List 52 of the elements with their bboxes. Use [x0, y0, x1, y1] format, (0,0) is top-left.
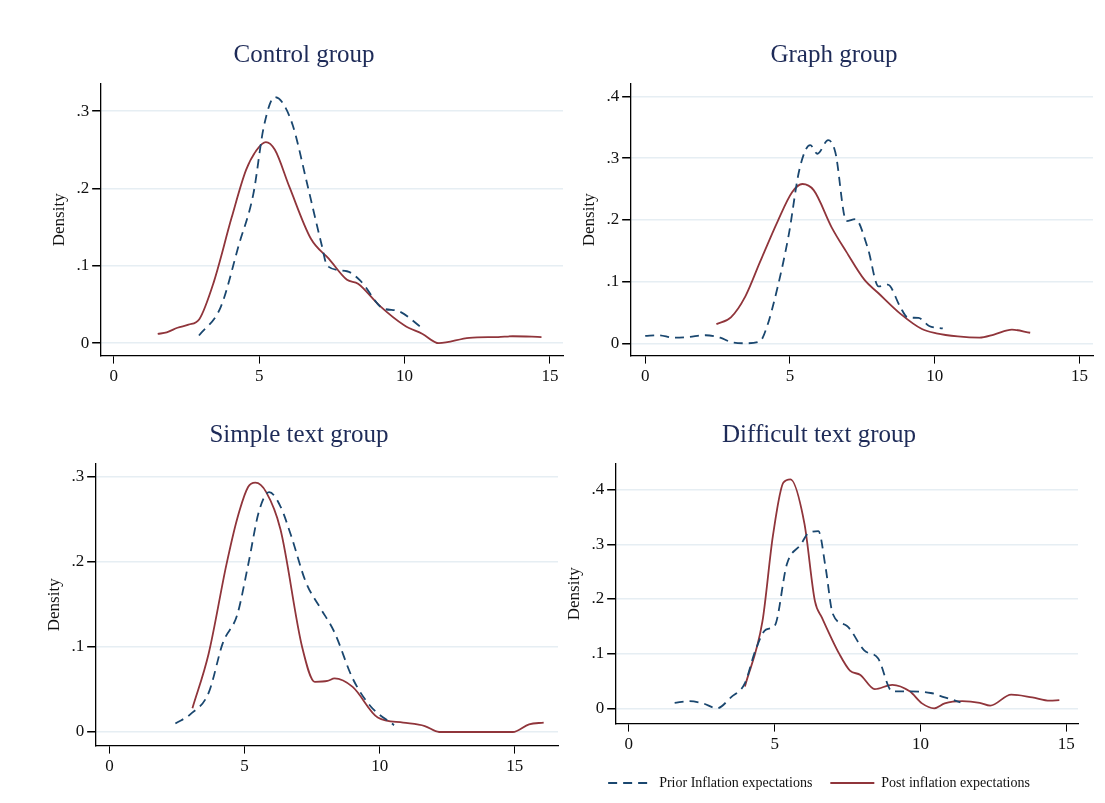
line-series	[191, 481, 545, 733]
y-tick-label: 0	[610, 332, 620, 352]
x-tick-label: 5	[254, 366, 264, 386]
line-series	[744, 478, 1061, 710]
y-tick-label: .3	[71, 466, 85, 486]
chart-title: Control group	[233, 39, 375, 67]
x-tick-label: 0	[105, 756, 114, 776]
y-tick-label: .1	[606, 271, 620, 290]
line-series	[644, 139, 944, 345]
y-tick-label: .3	[76, 100, 90, 120]
line-series	[174, 491, 395, 727]
y-tick-label: .2	[606, 209, 620, 229]
legend-label: Prior Inflation expectations	[659, 774, 813, 790]
chart-title: Simple text group	[209, 419, 389, 447]
line-series	[156, 141, 543, 345]
x-tick-label: 15	[1070, 366, 1088, 386]
y-tick-label: .2	[71, 551, 85, 571]
y-tick-label: .1	[591, 643, 605, 663]
x-tick-label: 0	[640, 366, 650, 386]
y-tick-label: 0	[75, 721, 85, 741]
y-tick-label: .1	[76, 255, 90, 275]
y-tick-label: .2	[76, 177, 90, 197]
x-tick-label: 15	[541, 366, 559, 386]
y-tick-label: 0	[80, 332, 90, 352]
y-axis-title: Density	[48, 192, 68, 247]
x-tick-label: 5	[240, 756, 249, 776]
x-tick-label: 15	[1057, 734, 1075, 754]
chart-title: Difficult text group	[722, 419, 916, 447]
line-series	[715, 183, 1032, 339]
line-series	[198, 96, 422, 337]
y-tick-label: .1	[71, 636, 85, 656]
y-tick-label: .4	[591, 479, 605, 499]
x-tick-label: 10	[926, 366, 944, 386]
y-axis-title: Density	[563, 566, 583, 621]
x-tick-label: 10	[912, 734, 930, 754]
y-tick-label: .4	[606, 85, 620, 105]
x-tick-label: 5	[770, 734, 779, 754]
y-axis-title: Density	[578, 192, 598, 247]
y-tick-label: 0	[595, 697, 605, 717]
x-tick-label: 0	[109, 366, 119, 386]
y-tick-label: .3	[591, 533, 605, 553]
x-tick-label: 15	[506, 756, 524, 776]
x-tick-label: 10	[396, 366, 414, 386]
y-tick-label: .2	[591, 588, 605, 608]
y-tick-label: .3	[606, 147, 620, 167]
x-tick-label: 0	[624, 734, 634, 754]
x-tick-label: 5	[785, 366, 795, 386]
line-series	[673, 530, 962, 710]
y-axis-title: Density	[43, 577, 63, 632]
chart-title: Graph group	[770, 39, 898, 67]
legend-label: Post inflation expectations	[881, 774, 1030, 790]
x-tick-label: 10	[371, 756, 389, 776]
